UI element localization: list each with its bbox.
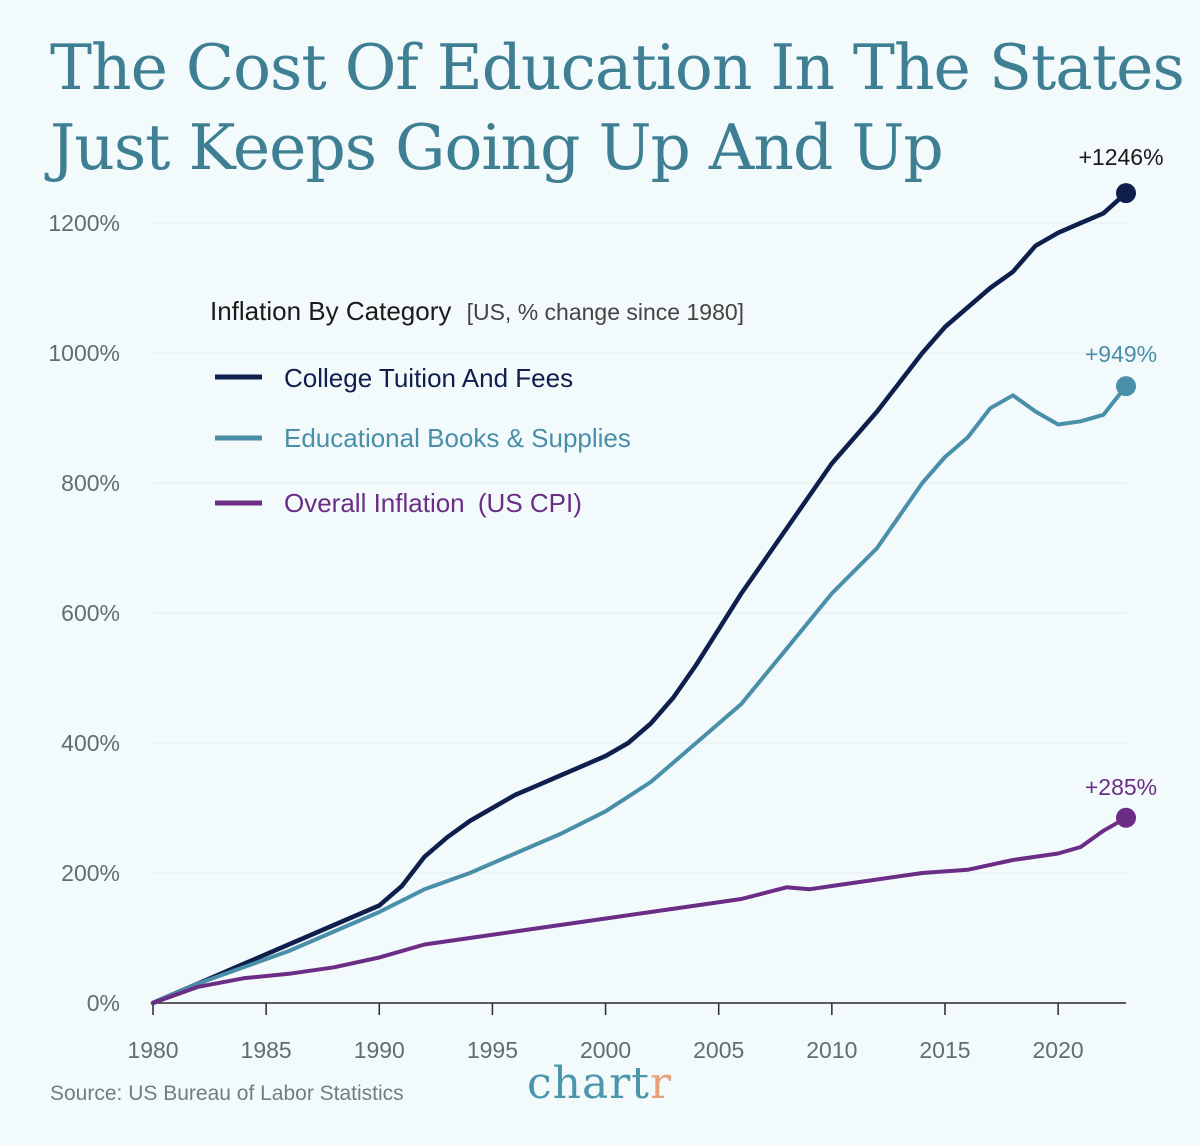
end-marker-books [1116,376,1136,397]
brand-logo: chartr [527,1058,672,1109]
source-note: Source: US Bureau of Labor Statistics [50,1082,404,1105]
brand-logo-accent: r [649,1058,672,1109]
end-label-cpi: +285% [1085,774,1157,800]
y-tick-label: 800% [61,470,120,496]
x-tick-label: 2020 [1033,1037,1084,1063]
legend-title-subtitle: [US, % change since 1980] [467,299,744,325]
y-tick-label: 1000% [48,340,120,366]
y-tick-label: 0% [87,990,120,1016]
legend-title-main: Inflation By Category [210,296,451,326]
legend-item-tuition: College Tuition And Fees [215,363,573,393]
y-tick-label: 400% [61,730,120,756]
legend-item-books: Educational Books & Supplies [215,423,631,453]
series-layer [150,190,1129,1006]
chart-title-line-1: The Cost Of Education In The States [50,31,1185,104]
legend-item-cpi: Overall Inflation (US CPI) [215,488,582,518]
end-marker-layer: +1246% +949% +285% [1078,144,1164,828]
x-tick-label: 1980 [127,1037,178,1063]
legend: Inflation By Category [US, % change sinc… [210,296,744,518]
legend-label-cpi: Overall Inflation (US CPI) [284,488,582,518]
x-tick-label: 1990 [354,1037,405,1063]
chart-title-line-2: Just Keeps Going Up And Up [50,111,944,184]
end-marker-tuition [1116,183,1136,204]
y-tick-label: 600% [61,600,120,626]
series-line-cpi [151,815,1128,1005]
axis-layer: 0% 200% 400% 600% 800% 1000% 1200% 1980 1985 1990… [48,210,1126,1063]
series-line-tuition [150,190,1129,1006]
end-label-tuition: +1246% [1078,144,1163,170]
y-tick-label: 1200% [48,210,120,236]
end-label-books: +949% [1085,341,1157,367]
x-tick-label: 2010 [806,1037,857,1063]
x-tick-label: 2015 [919,1037,970,1063]
grid-layer [153,222,1126,874]
legend-label-tuition: College Tuition And Fees [284,363,573,393]
x-tick-label: 1995 [467,1037,518,1063]
x-tick-label: 2000 [580,1037,631,1063]
brand-logo-main: chart [527,1058,650,1109]
legend-label-books: Educational Books & Supplies [284,423,631,453]
series-line-books [151,384,1128,1005]
end-marker-cpi [1116,807,1136,828]
legend-label-cpi-name: Overall Inflation [284,488,465,518]
x-tick-label: 1985 [241,1037,292,1063]
y-tick-label: 200% [61,860,120,886]
legend-title: Inflation By Category [US, % change sinc… [210,296,744,326]
chart-title: The Cost Of Education In The States Just… [50,28,1185,188]
legend-label-cpi-suffix: (US CPI) [478,488,582,518]
x-tick-label: 2005 [693,1037,744,1063]
